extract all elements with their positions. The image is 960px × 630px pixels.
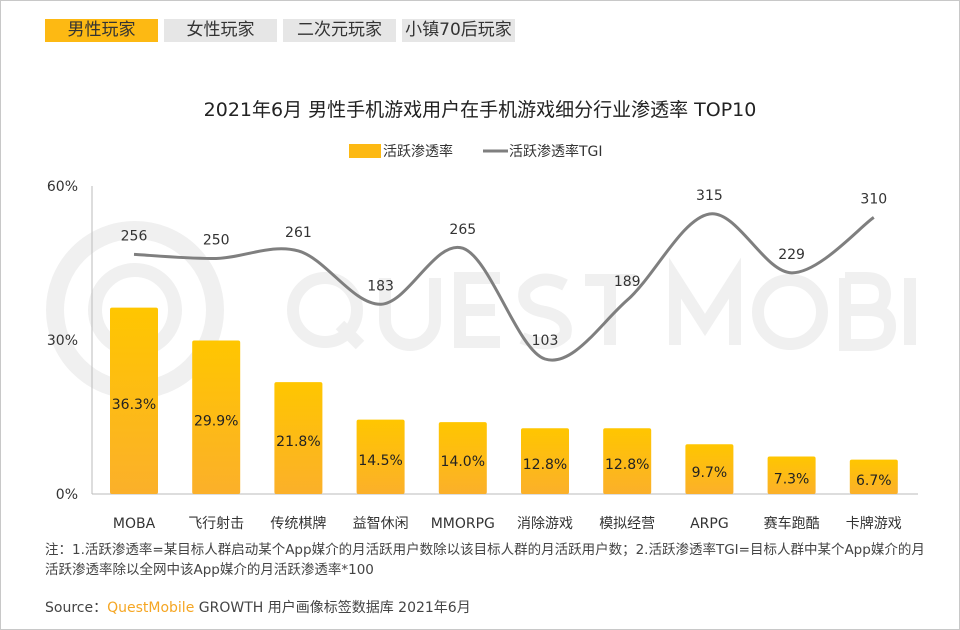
tab-female-players[interactable]: 女性玩家 [164,19,277,42]
bar-3 [356,419,405,494]
chart-title: 2021年6月 男性手机游戏用户在手机游戏细分行业渗透率 TOP10 [204,99,757,121]
x-tick-label: 赛车跑酷 [764,515,820,532]
tab-male-players[interactable]: 男性玩家 [45,19,158,42]
footnote: 注：1.活跃渗透率=某目标人群启动某个App媒介的月活跃用户数除以该目标人群的月… [45,542,925,578]
bar-value-label: 7.3% [774,471,810,487]
bar-9 [849,459,898,494]
x-tick-label: ARPG [690,516,729,532]
tgi-value-label: 310 [860,191,887,207]
tgi-value-label: 265 [449,222,476,238]
y-tick-label: 60% [47,179,78,195]
bar-value-label: 21.8% [276,434,320,450]
legend-bar-swatch [349,144,381,158]
tab-bar: 男性玩家 女性玩家 二次元玩家 小镇70后玩家 [45,19,515,42]
bar-value-label: 6.7% [856,473,892,489]
tgi-value-label: 250 [203,232,230,248]
watermark [46,221,916,399]
bar-5 [521,428,569,494]
source-brand: QuestMobile [107,600,195,616]
source-text: GROWTH 用户画像标签数据库 2021年6月 [194,600,471,616]
tgi-value-label: 103 [532,333,559,349]
bar-value-label: 29.9% [194,413,238,429]
x-tick-label: 传统棋牌 [270,515,326,532]
tgi-value-label: 183 [367,278,394,294]
y-tick-label: 30% [47,333,78,349]
bar-value-label: 12.8% [605,457,649,473]
x-tick-label: MOBA [113,516,156,532]
tab-acg-players[interactable]: 二次元玩家 [283,19,396,42]
x-tick-label: 模拟经营 [599,516,655,532]
y-tick-label: 0% [56,487,78,503]
watermark-logo-letters [287,257,916,351]
source-line: Source：QuestMobile GROWTH 用户画像标签数据库 2021… [45,597,471,617]
tgi-value-label: 189 [614,274,641,290]
bar-8 [767,456,816,494]
tgi-value-label: 256 [121,228,148,244]
legend-bar-label: 活跃渗透率 [383,143,453,160]
bar-value-label: 9.7% [692,465,728,481]
bar-6 [603,428,652,494]
bar-value-label: 14.0% [441,454,485,470]
bar-2 [274,382,323,494]
tgi-value-label: 315 [696,188,723,204]
x-tick-label: 消除游戏 [517,516,573,532]
tgi-value-label: 229 [778,247,805,263]
x-tick-label: 卡牌游戏 [846,515,902,532]
bar-1 [192,340,241,494]
bar-4 [438,422,487,494]
tgi-line [133,212,875,362]
legend: 活跃渗透率 活跃渗透率TGI [349,143,603,160]
source-prefix: Source： [45,600,108,616]
tab-town-70s-players[interactable]: 小镇70后玩家 [402,19,515,42]
x-tick-label: MMORPG [431,516,495,532]
bar-7 [685,444,734,494]
bar-value-label: 14.5% [358,453,402,469]
bar-value-label: 12.8% [523,457,567,473]
x-tick-label: 飞行射击 [188,516,244,532]
bar-value-label: 36.3% [112,397,156,413]
tgi-value-label: 261 [285,225,312,241]
legend-line-label: 活跃渗透率TGI [509,143,603,160]
x-tick-label: 益智休闲 [353,516,409,532]
bar-0 [110,307,158,494]
